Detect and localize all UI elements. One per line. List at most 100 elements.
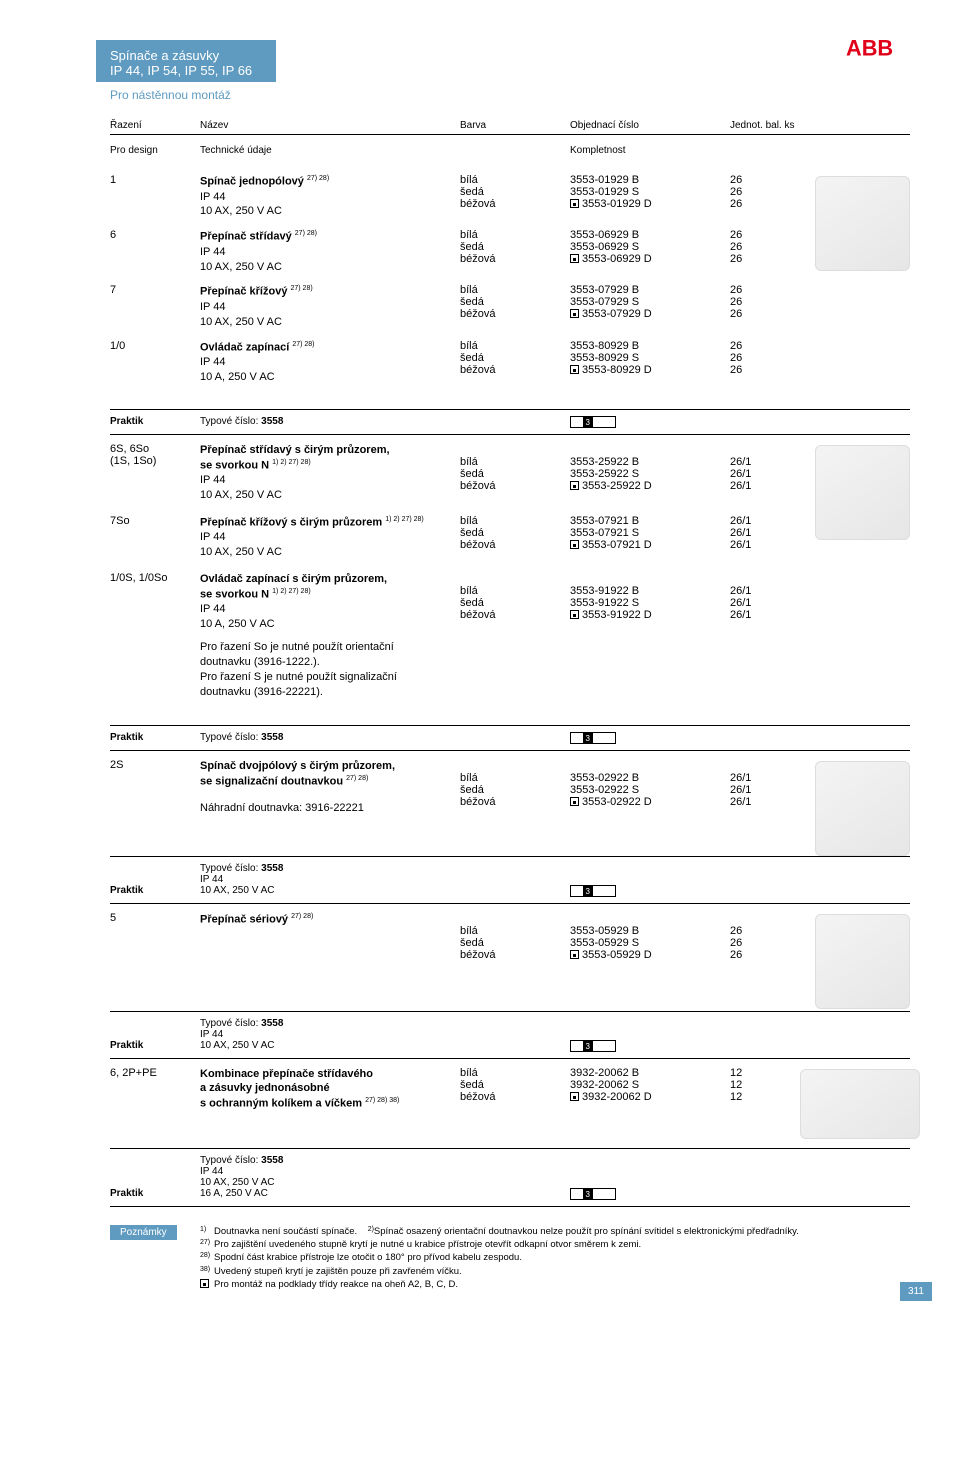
color-value: šedá: [460, 597, 570, 609]
ean-icon: 3: [570, 885, 616, 897]
page-header: Spínače a zásuvky IP 44, IP 54, IP 55, I…: [96, 40, 276, 82]
unit-value: 26: [730, 340, 820, 352]
ean-icon: 3: [570, 416, 616, 428]
color-value: béžová: [460, 308, 570, 320]
unit-value: 26/1: [730, 597, 820, 609]
disk-icon: [570, 365, 579, 374]
section-1: 1 Spínač jednopólový 27) 28) IP 4410 AX,…: [110, 166, 910, 410]
unit-value: 26: [730, 352, 820, 364]
order-code: 3553-05929 D: [570, 949, 730, 961]
disk-icon: [570, 309, 579, 318]
col-jed: Jednot. bal. ks: [730, 120, 820, 131]
order-code: 3553-07929 S: [570, 296, 730, 308]
abb-logo: ABB: [846, 36, 910, 65]
order-code: 3553-02922 D: [570, 796, 730, 808]
razeni: 7: [110, 284, 200, 329]
unit-value: 26: [730, 364, 820, 376]
color-value: béžová: [460, 364, 570, 376]
order-code: 3553-06929 S: [570, 241, 730, 253]
unit-value: 26: [730, 241, 820, 253]
color-value: bílá: [460, 456, 570, 468]
unit-value: 26: [730, 174, 820, 186]
order-code: 3932-20062 D: [570, 1091, 730, 1103]
footnotes-block: Poznámky 1)Doutnavka není součástí spína…: [110, 1225, 910, 1291]
unit-value: 26: [730, 949, 820, 961]
color-value: šedá: [460, 352, 570, 364]
razeni: 1/0: [110, 340, 200, 385]
order-code: 3553-07929 D: [570, 308, 730, 320]
color-value: šedá: [460, 468, 570, 480]
order-code: 3553-25922 B: [570, 456, 730, 468]
razeni: 1/0S, 1/0So: [110, 572, 200, 699]
color-value: béžová: [460, 198, 570, 210]
order-code: 3553-07921 S: [570, 527, 730, 539]
col-barva: Barva: [460, 120, 570, 131]
unit-value: 26/1: [730, 480, 820, 492]
color-value: béžová: [460, 949, 570, 961]
col-razeni: Řazení: [110, 120, 200, 131]
color-value: béžová: [460, 253, 570, 265]
order-code: 3553-06929 B: [570, 229, 730, 241]
disk-icon: [570, 540, 579, 549]
unit-value: 26: [730, 308, 820, 320]
poznamky-label: Poznámky: [110, 1225, 177, 1240]
unit-value: 26/1: [730, 609, 820, 621]
column-headers: Řazení Název Barva Objednací číslo Jedno…: [110, 120, 910, 135]
order-code: 3553-25922 D: [570, 480, 730, 492]
unit-value: 26/1: [730, 585, 820, 597]
col-nazev: Název: [200, 120, 460, 131]
order-code: 3553-07921 D: [570, 539, 730, 551]
section-5: 6, 2P+PE Kombinace přepínače střídavého …: [110, 1059, 910, 1149]
praktik-row-4: Praktik Typové číslo: 3558 IP 44 10 AX, …: [110, 1012, 910, 1059]
order-code: 3553-05929 B: [570, 925, 730, 937]
unit-value: 26: [730, 229, 820, 241]
unit-value: 26/1: [730, 456, 820, 468]
color-value: béžová: [460, 539, 570, 551]
unit-value: 26: [730, 186, 820, 198]
disk-icon: [570, 610, 579, 619]
order-code: 3553-80929 B: [570, 340, 730, 352]
color-value: bílá: [460, 284, 570, 296]
unit-value: 26/1: [730, 515, 820, 527]
product-image-combo: [800, 1069, 920, 1139]
order-code: 3553-02922 S: [570, 784, 730, 796]
section-4: 5 Přepínač sériový 27) 28) bílášedábéžov…: [110, 904, 910, 1012]
color-value: šedá: [460, 1079, 570, 1091]
order-code: 3553-01929 S: [570, 186, 730, 198]
praktik-row-1: Praktik Typové číslo: 3558 3: [110, 410, 910, 435]
color-value: šedá: [460, 937, 570, 949]
color-value: šedá: [460, 296, 570, 308]
razeni: 7So: [110, 515, 200, 560]
color-value: šedá: [460, 527, 570, 539]
color-value: bílá: [460, 340, 570, 352]
color-value: šedá: [460, 241, 570, 253]
color-value: béžová: [460, 796, 570, 808]
product-image-switch: [815, 176, 910, 271]
order-code: 3553-02922 B: [570, 772, 730, 784]
praktik-row-5: Praktik Typové číslo: 3558 IP 44 10 AX, …: [110, 1149, 910, 1207]
order-code: 3932-20062 S: [570, 1079, 730, 1091]
order-code: 3553-07929 B: [570, 284, 730, 296]
order-code: 3553-01929 B: [570, 174, 730, 186]
razeni: 6: [110, 229, 200, 274]
color-value: bílá: [460, 585, 570, 597]
color-value: šedá: [460, 186, 570, 198]
unit-value: 26: [730, 253, 820, 265]
disk-icon: [570, 199, 579, 208]
order-code: 3553-07921 B: [570, 515, 730, 527]
color-value: bílá: [460, 515, 570, 527]
color-value: béžová: [460, 480, 570, 492]
razeni: 6S, 6So(1S, 1So): [110, 443, 200, 503]
prodesign-row: Pro design Technické údaje Kompletnost: [110, 145, 910, 156]
unit-value: 26/1: [730, 527, 820, 539]
order-code: 3553-80929 S: [570, 352, 730, 364]
unit-value: 26: [730, 198, 820, 210]
col-obj: Objednací číslo: [570, 120, 730, 131]
order-code: 3553-80929 D: [570, 364, 730, 376]
order-code: 3553-91922 B: [570, 585, 730, 597]
unit-value: 26: [730, 925, 820, 937]
disk-icon: [570, 950, 579, 959]
disk-icon: [200, 1279, 209, 1288]
ean-icon: 3: [570, 1188, 616, 1200]
header-line2: IP 44, IP 54, IP 55, IP 66: [110, 63, 262, 78]
